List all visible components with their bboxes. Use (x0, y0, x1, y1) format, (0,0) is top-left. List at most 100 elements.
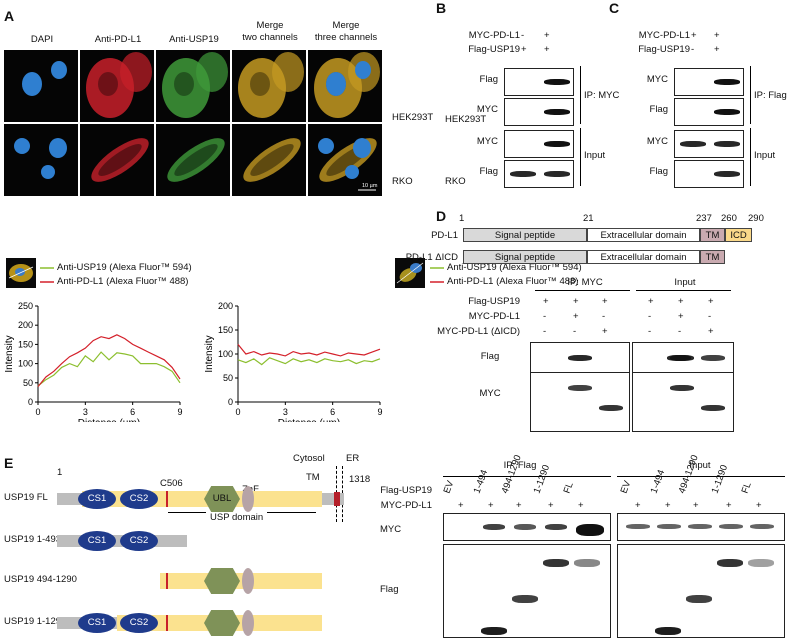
c506-mark (166, 573, 168, 589)
band (719, 524, 743, 529)
domain-ubl: UBL (204, 486, 240, 512)
label-cytosol: Cytosol (293, 453, 325, 464)
panel-label-d: D (436, 208, 447, 224)
series-pdl1-line (237, 344, 381, 357)
lane-label: FL (739, 480, 754, 495)
lane-sign: + (458, 500, 464, 511)
position-label: 1 (459, 213, 465, 224)
lane-sign: + (488, 500, 494, 511)
y-tick-label: 150 (18, 339, 33, 349)
lane-sign: + (756, 500, 762, 511)
micrograph-pdl1 (80, 50, 154, 122)
micrograph-dapi (4, 124, 78, 196)
band (574, 559, 600, 567)
blot-strip-flag-input (617, 544, 785, 638)
condition-label: Flag-USP19 (468, 296, 520, 307)
blot-strip (674, 160, 744, 188)
bracket-line (580, 128, 581, 186)
usp-domain-label: USP domain (206, 512, 268, 523)
domain-ubl (204, 568, 240, 594)
condition-label-flag-usp19: Flag-USP19 (380, 485, 432, 496)
position-start: 1 (57, 467, 63, 478)
y-tick-label: 0 (28, 397, 33, 407)
x-tick-label: 3 (283, 407, 288, 417)
lane-sign: + (693, 500, 699, 511)
lane-sign: + (548, 500, 554, 511)
blot-label-flag: Flag (380, 584, 399, 595)
construct-label: USP19 494-1290 (4, 574, 77, 585)
band (657, 524, 681, 529)
legend-usp19-1: Anti-USP19 (Alexa Fluor™ 594) (57, 262, 192, 273)
row-label-rko: RKO (392, 176, 413, 187)
position-label: 290 (748, 213, 764, 224)
lane-sign: + (543, 296, 549, 307)
micrograph-dapi (4, 50, 78, 122)
band (510, 171, 536, 177)
lane-sign: + (648, 296, 654, 307)
band (483, 524, 505, 530)
x-tick-label: 0 (35, 407, 40, 417)
micrograph-pdl1 (80, 124, 154, 196)
group-label-ip-flag: IP: Flag (503, 460, 537, 471)
band (686, 595, 712, 603)
band (514, 524, 536, 530)
domain-cs1: CS1 (78, 531, 116, 551)
group-label-input: Input (754, 150, 776, 161)
x-axis-label: Distance (µm) (278, 418, 340, 422)
band (748, 559, 774, 567)
micrograph-merge2 (232, 124, 306, 196)
blot-label-myc: MYC (380, 524, 402, 535)
lane-sign: - (691, 44, 695, 55)
lane-label: EV (441, 479, 457, 495)
band (717, 559, 743, 567)
panel-label-c: C (609, 0, 620, 16)
row-label-hek293t: HEK293T (392, 112, 434, 123)
column-header: Merge two channels (232, 20, 308, 44)
group-underline (617, 476, 785, 477)
band (670, 385, 694, 391)
label-c506: C506 (160, 478, 183, 489)
band (714, 109, 740, 115)
blot-strip (632, 342, 734, 374)
lane-sign: + (714, 30, 720, 41)
blot-strip-myc-input (617, 513, 785, 541)
blot-strip-flag-ip (443, 544, 611, 638)
lane-sign: - (602, 311, 606, 322)
legend-pdl1-1: Anti-PD-L1 (Alexa Fluor™ 488) (57, 276, 189, 287)
lane-sign: + (665, 500, 671, 511)
y-tick-label: 200 (18, 320, 33, 330)
band (670, 355, 694, 361)
column-header-line: Anti-USP19 (169, 34, 219, 45)
y-tick-label: 250 (18, 301, 33, 311)
usp-region (82, 491, 322, 507)
usp-region (160, 573, 322, 589)
bracket-line (750, 128, 751, 186)
lane-label: 1-494 (471, 468, 491, 495)
blot-label-myc: MYC (646, 136, 668, 147)
band (544, 109, 570, 115)
band (750, 524, 774, 529)
series-pdl1-line (37, 334, 181, 387)
c506-mark (166, 491, 168, 507)
lane-sign: + (635, 500, 641, 511)
lane-sign: + (578, 500, 584, 511)
lane-sign: + (521, 44, 527, 55)
group-label-ip: IP: MYC (584, 90, 620, 101)
condition-label-myc-pdl1: MYC-PD-L1 (380, 500, 432, 511)
condition-label: MYC-PD-L1 (468, 311, 520, 322)
blot-label-flag: Flag (649, 104, 668, 115)
band (544, 141, 570, 147)
c-terminal (322, 493, 344, 505)
y-tick-label: 200 (218, 301, 233, 311)
domain-cs2: CS2 (120, 489, 158, 509)
x-tick-label: 6 (330, 407, 335, 417)
construct-label: PD-L1 (431, 230, 458, 241)
construct-label: PD-L1 ΔICD (405, 252, 458, 263)
lane-label: EV (618, 479, 634, 495)
x-tick-label: 6 (130, 407, 135, 417)
x-tick-label: 9 (377, 407, 382, 417)
blot-strip-myc-ip (443, 513, 611, 541)
lane-sign: + (544, 30, 550, 41)
lane-sign: - (678, 326, 682, 337)
band (701, 355, 725, 361)
